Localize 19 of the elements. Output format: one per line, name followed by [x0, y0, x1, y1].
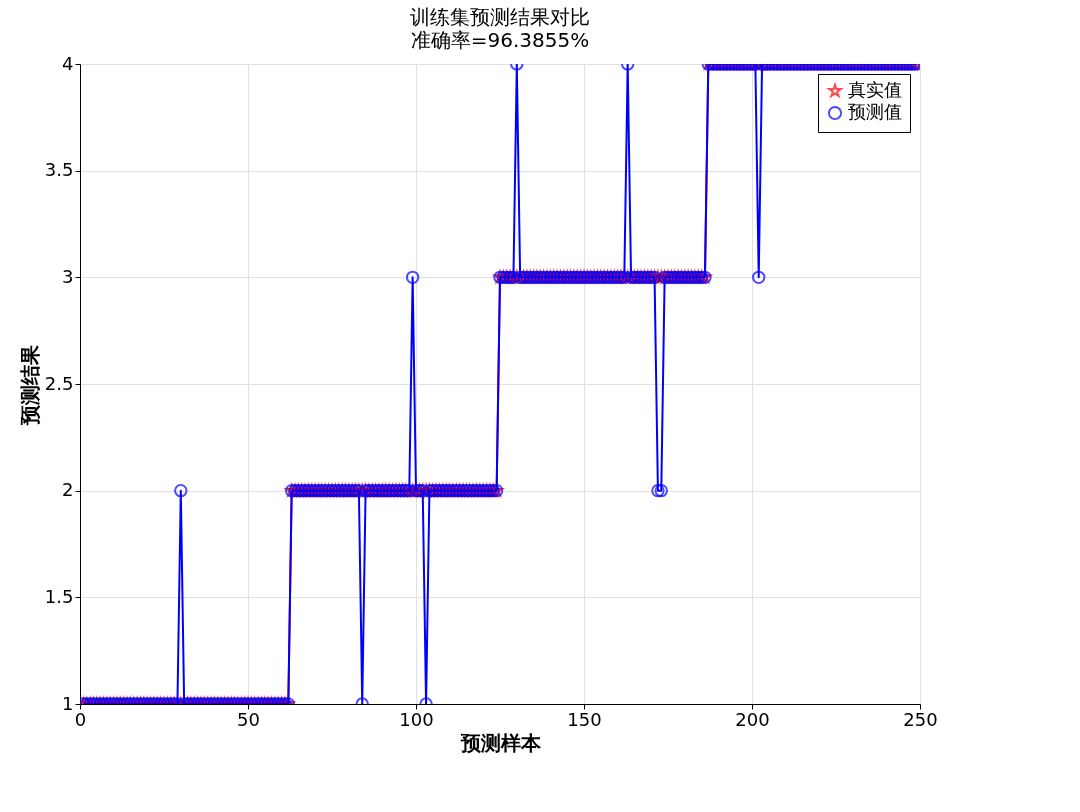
legend-label: 真实值 — [848, 79, 902, 100]
x-tick-label: 150 — [567, 708, 602, 730]
y-tick-label: 1.5 — [44, 585, 74, 607]
x-tick-label: 250 — [903, 708, 938, 730]
y-tick-label: 2 — [62, 479, 74, 501]
x-axis-title: 预测样本 — [459, 730, 542, 755]
y-tick-label: 1 — [62, 692, 74, 714]
y-tick-label: 3 — [62, 265, 74, 287]
legend-label: 预测值 — [848, 101, 902, 122]
x-tick-label: 100 — [399, 708, 434, 730]
y-tick-label: 2.5 — [44, 372, 74, 394]
x-tick-label: 200 — [735, 708, 770, 730]
chart-title: 训练集预测结果对比 — [410, 5, 590, 29]
y-tick-label: 3.5 — [44, 159, 74, 181]
chart-subtitle: 准确率=96.3855% — [410, 28, 590, 52]
x-tick-label: 50 — [237, 708, 260, 730]
y-tick-label: 4 — [62, 52, 74, 74]
x-tick-label: 0 — [74, 708, 87, 730]
y-axis-title: 预测结果 — [17, 343, 42, 426]
